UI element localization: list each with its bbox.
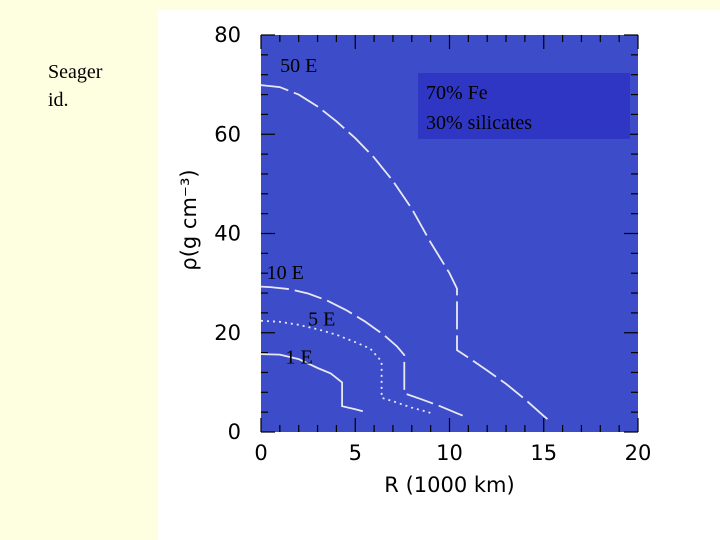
curve-5e <box>260 319 433 415</box>
composition-line-2: 30% silicates <box>426 112 532 134</box>
x-tick-label: 10 <box>436 441 463 465</box>
axis-ticks <box>260 34 639 433</box>
x-tick-label: 0 <box>254 441 267 465</box>
x-tick-label: 15 <box>530 441 557 465</box>
curves <box>260 84 549 420</box>
curve-label-50e: 50 E <box>280 55 317 77</box>
curve-label-5e: 5 E <box>308 308 335 330</box>
curve-1e <box>260 353 364 413</box>
curve-labels: 50 E 10 E 5 E 1 E <box>267 55 336 368</box>
side-note-line-1: Seager <box>48 61 103 83</box>
curve-label-1e: 1 E <box>286 347 313 369</box>
curve-label-10e: 10 E <box>267 262 304 284</box>
y-tick-label: 80 <box>214 23 241 47</box>
curve-50e <box>260 84 549 420</box>
density-profile-chart: 50 E 10 E 5 E 1 E 0 5 10 15 20 0 20 40 60 80 R (1000… <box>177 23 651 497</box>
side-note: Seager id. <box>48 58 102 114</box>
composition-box <box>418 73 630 139</box>
tick-labels: 0 5 10 15 20 0 20 40 60 80 <box>214 23 651 465</box>
y-tick-label: 60 <box>214 122 241 146</box>
figure-panel: 50 E 10 E 5 E 1 E 0 5 10 15 20 0 20 40 60 80 R (1000… <box>158 10 720 540</box>
x-axis-title: R (1000 km) <box>384 473 514 497</box>
y-tick-label: 20 <box>214 321 241 345</box>
y-axis-title: ρ(g cm⁻³) <box>177 169 201 270</box>
curve-10e <box>260 285 464 417</box>
composition-line-1: 70% Fe <box>426 82 488 104</box>
y-tick-label: 40 <box>214 222 241 246</box>
x-tick-label: 5 <box>349 441 362 465</box>
side-note-line-2: id. <box>48 89 69 111</box>
x-tick-label: 20 <box>625 441 652 465</box>
y-tick-label: 0 <box>228 420 241 444</box>
